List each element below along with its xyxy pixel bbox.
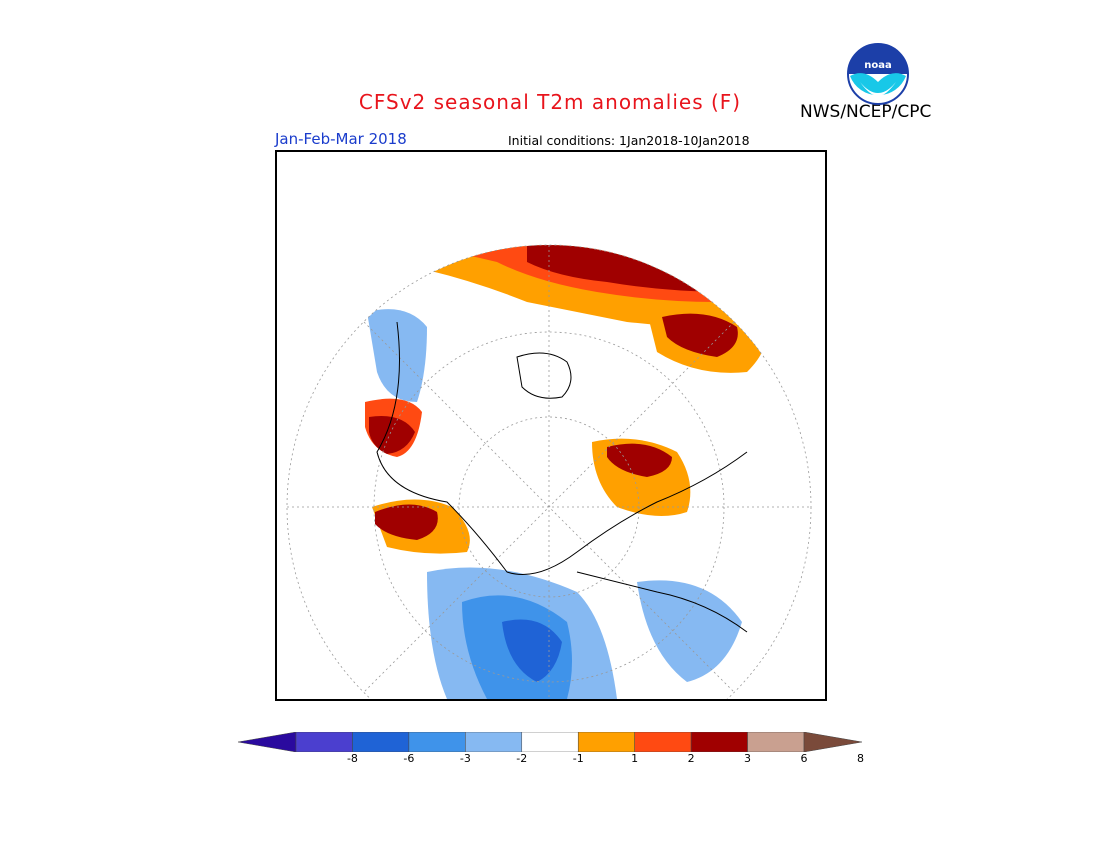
map-title: CFSv2 seasonal T2m anomalies (F) [358, 90, 742, 114]
colorbar-swatch [690, 732, 748, 752]
cool-region-greenland [637, 580, 742, 682]
very-warm-alaska [662, 313, 738, 357]
colorbar-swatch [747, 732, 805, 752]
coolest-region-eastus [502, 619, 562, 682]
coastline [516, 352, 572, 399]
colorbar-swatch [352, 732, 410, 752]
map-boundary [286, 244, 812, 699]
cool-region-europe [367, 309, 427, 402]
colorbar-tick-label: -3 [459, 752, 471, 765]
colorbar-tick-label: 6 [800, 752, 808, 765]
initial-conditions: Initial conditions: 1Jan2018-10Jan2018 [508, 133, 750, 148]
polar-map [275, 150, 827, 701]
polar-map-svg [286, 244, 812, 699]
color-scale-bar [238, 732, 862, 752]
colorbar-tick-label: -6 [403, 752, 415, 765]
colorbar-swatch [577, 732, 635, 752]
colorbar-arrow-high [803, 732, 862, 752]
very-warm-southwest [375, 504, 438, 540]
agency-label: NWS/NCEP/CPC [800, 102, 932, 122]
very-warm-canada [607, 443, 672, 477]
colorbar-swatch [465, 732, 523, 752]
colorbar-tick-label: -2 [516, 752, 528, 765]
colorbar-swatch [634, 732, 692, 752]
colorbar-tick-label: -8 [346, 752, 358, 765]
colorbar-tick-label: 8 [856, 752, 864, 765]
colorbar-swatch [521, 732, 579, 752]
coastline [576, 571, 748, 633]
forecast-period: Jan-Feb-Mar 2018 [275, 130, 407, 148]
color-scale-labels: -8 -6 -3 -2 -1 1 2 3 6 8 [238, 752, 864, 768]
colorbar-tick-label: 2 [687, 752, 695, 765]
svg-text:noaa: noaa [864, 60, 892, 71]
noaa-logo: noaa [847, 43, 909, 105]
colorbar-tick-label: 1 [631, 752, 639, 765]
colorbar-swatch [295, 732, 353, 752]
colorbar-arrow-low [238, 732, 297, 752]
colorbar-tick-label: -1 [572, 752, 584, 765]
very-warm-mideast [369, 416, 415, 454]
colorbar-swatch [408, 732, 466, 752]
colorbar-tick-label: 3 [744, 752, 752, 765]
coastline [376, 321, 748, 575]
